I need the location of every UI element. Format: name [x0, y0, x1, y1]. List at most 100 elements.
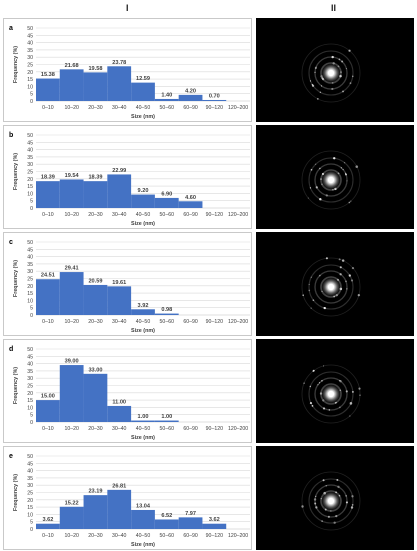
bar: [154, 98, 179, 101]
data-label: 0.70: [209, 93, 220, 99]
bar: [131, 194, 155, 208]
bar: [154, 519, 179, 529]
bar: [83, 181, 108, 208]
y-tick-label: 15: [27, 77, 33, 83]
bar: [83, 284, 108, 315]
bar: [131, 420, 155, 422]
x-tick-label: 60–90: [183, 426, 198, 432]
bar: [59, 365, 84, 422]
histogram-panel-e: e 0 5 10 15 20 25 30 35 40 45 50 Frequency (%) 3.62 0–…: [3, 446, 252, 550]
data-label: 20.59: [88, 278, 102, 284]
x-axis-label: Size (nm): [131, 435, 155, 441]
x-tick-label: 20–30: [88, 533, 103, 539]
data-label: 26.81: [112, 483, 126, 489]
y-tick-label: 45: [27, 33, 33, 39]
y-axis-label: Frequency (%): [13, 474, 19, 511]
data-label: 39.00: [65, 359, 79, 365]
x-tick-label: 0–10: [42, 212, 54, 218]
y-tick-label: 45: [27, 354, 33, 360]
bar: [154, 420, 179, 422]
column-heading-diffraction: II: [331, 3, 337, 13]
data-label: 7.97: [185, 511, 196, 517]
x-tick-label: 40–50: [136, 212, 151, 218]
y-tick-label: 45: [27, 247, 33, 253]
diffraction-pattern-image: [256, 339, 414, 443]
y-tick-label: 20: [27, 284, 33, 290]
y-axis-label: Frequency (%): [13, 153, 19, 190]
y-tick-label: 35: [27, 476, 33, 482]
data-label: 3.92: [138, 303, 149, 309]
y-tick-label: 30: [27, 376, 33, 382]
x-tick-label: 30–40: [112, 105, 127, 111]
y-tick-label: 5: [30, 199, 33, 205]
histogram-panel-c: c 0 5 10 15 20 25 30 35 40 45 50 Frequency (%) 24.51 0…: [3, 232, 252, 336]
data-label: 3.62: [42, 517, 53, 523]
bar: [178, 94, 203, 101]
y-tick-label: 0: [30, 313, 33, 319]
y-tick-label: 25: [27, 277, 33, 283]
x-tick-label: 60–90: [183, 319, 198, 325]
y-tick-label: 35: [27, 155, 33, 161]
y-tick-label: 20: [27, 391, 33, 397]
data-label: 19.54: [65, 173, 80, 179]
diffraction-pattern-image: [256, 232, 414, 336]
y-tick-label: 25: [27, 170, 33, 176]
data-label: 23.19: [88, 489, 102, 495]
data-label: 1.00: [138, 414, 149, 420]
y-tick-label: 15: [27, 184, 33, 190]
data-label: 29.41: [65, 266, 79, 272]
bar: [131, 309, 155, 315]
data-label: 3.62: [209, 517, 220, 523]
x-tick-label: 120–200: [228, 319, 248, 325]
y-tick-label: 35: [27, 262, 33, 268]
y-tick-label: 5: [30, 92, 33, 98]
x-tick-label: 90–120: [206, 105, 223, 111]
x-tick-label: 50–60: [160, 105, 175, 111]
x-tick-label: 90–120: [206, 533, 223, 539]
x-tick-label: 20–30: [88, 319, 103, 325]
bar: [59, 179, 84, 208]
y-tick-label: 10: [27, 84, 33, 90]
x-tick-label: 0–10: [42, 105, 54, 111]
x-axis-label: Size (nm): [131, 221, 155, 227]
y-tick-label: 15: [27, 398, 33, 404]
y-axis-label: Frequency (%): [13, 46, 19, 83]
bar: [107, 174, 132, 208]
y-tick-label: 30: [27, 55, 33, 61]
bar: [107, 286, 132, 315]
y-tick-label: 20: [27, 498, 33, 504]
y-tick-label: 25: [27, 63, 33, 69]
data-label: 9.20: [138, 188, 149, 194]
diffraction-pattern-image: [256, 446, 414, 550]
panel-letter: c: [9, 239, 13, 246]
data-label: 0.98: [161, 307, 172, 313]
bar: [83, 495, 108, 529]
bar: [83, 373, 108, 422]
x-tick-label: 50–60: [160, 533, 175, 539]
x-tick-label: 0–10: [42, 319, 54, 325]
panel-letter: b: [9, 132, 13, 139]
bar: [107, 405, 132, 422]
data-label: 33.00: [88, 367, 102, 373]
y-tick-label: 40: [27, 255, 33, 261]
bar: [202, 523, 227, 529]
y-tick-label: 50: [27, 240, 33, 246]
y-tick-label: 15: [27, 505, 33, 511]
data-label: 6.52: [161, 513, 172, 519]
x-tick-label: 90–120: [206, 319, 223, 325]
bar: [59, 506, 84, 529]
bar: [131, 509, 155, 529]
bar: [36, 78, 60, 101]
y-tick-label: 30: [27, 269, 33, 275]
x-tick-label: 30–40: [112, 319, 127, 325]
y-tick-label: 45: [27, 140, 33, 146]
y-tick-label: 40: [27, 41, 33, 47]
y-tick-label: 50: [27, 454, 33, 460]
x-tick-label: 30–40: [112, 533, 127, 539]
x-tick-label: 30–40: [112, 426, 127, 432]
y-tick-label: 10: [27, 191, 33, 197]
x-tick-label: 0–10: [42, 533, 54, 539]
